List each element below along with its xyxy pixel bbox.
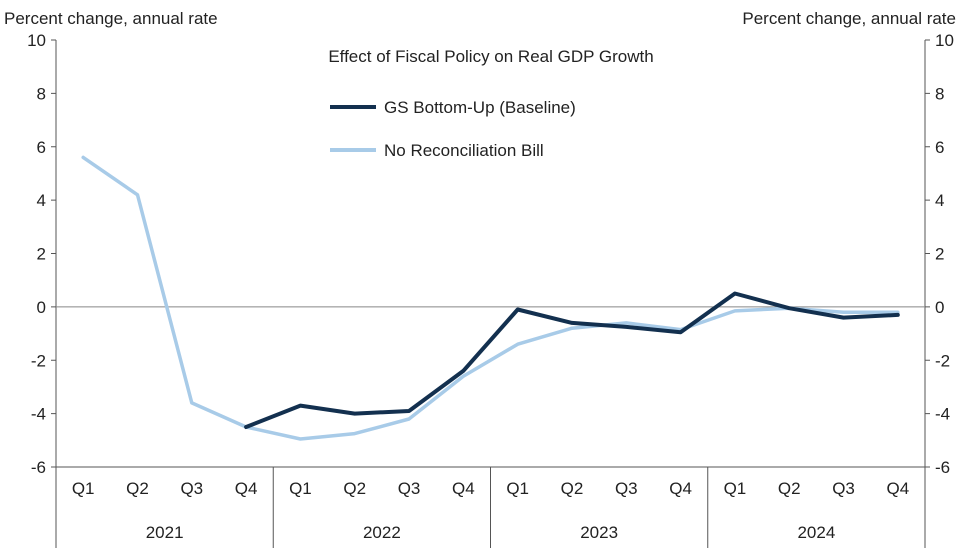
- y-tick-label-left: -4: [31, 405, 46, 424]
- y-tick-label-left: -2: [31, 351, 46, 370]
- x-tick-label-quarter: Q3: [615, 479, 638, 498]
- y-axis-label-left: Percent change, annual rate: [4, 9, 218, 28]
- x-tick-label-quarter: Q3: [180, 479, 203, 498]
- x-tick-label-quarter: Q4: [452, 479, 475, 498]
- y-tick-label-left: 4: [37, 191, 46, 210]
- series-line-baseline: [244, 291, 900, 429]
- y-tick-label-right: -2: [935, 351, 950, 370]
- y-tick-label-left: 8: [37, 84, 46, 103]
- chart-title: Effect of Fiscal Policy on Real GDP Grow…: [328, 47, 653, 66]
- y-tick-label-left: 10: [27, 31, 46, 50]
- legend: GS Bottom-Up (Baseline) No Reconciliatio…: [330, 98, 576, 160]
- y-tick-label-right: 10: [935, 31, 954, 50]
- series-line-no-reconciliation: [81, 155, 900, 441]
- x-tick-label-quarter: Q1: [506, 479, 529, 498]
- x-tick-label-quarter: Q2: [561, 479, 584, 498]
- x-tick-label-quarter: Q2: [343, 479, 366, 498]
- y-tick-label-right: -4: [935, 405, 950, 424]
- y-tick-label-right: 4: [935, 191, 944, 210]
- legend-label-baseline: GS Bottom-Up (Baseline): [384, 98, 576, 117]
- x-tick-label-year: 2021: [146, 523, 184, 542]
- y-tick-label-left: 0: [37, 298, 46, 317]
- y-tick-label-right: 0: [935, 298, 944, 317]
- x-tick-label-quarter: Q2: [126, 479, 149, 498]
- x-tick-label-quarter: Q3: [832, 479, 855, 498]
- x-tick-label-quarter: Q4: [887, 479, 910, 498]
- x-tick-label-year: 2022: [363, 523, 401, 542]
- x-tick-label-quarter: Q3: [398, 479, 421, 498]
- x-tick-label-quarter: Q4: [669, 479, 692, 498]
- axes: -6 -6 -4 -4 -2 -2 0 0 2 2 4 4 6 6 8 8 10 10: [27, 31, 954, 477]
- y-tick-label-right: -6: [935, 458, 950, 477]
- y-tick-label-right: 2: [935, 245, 944, 264]
- x-tick-label-year: 2024: [797, 523, 835, 542]
- x-tick-label-quarter: Q1: [72, 479, 95, 498]
- y-axis-label-right: Percent change, annual rate: [742, 9, 956, 28]
- y-tick-label-right: 8: [935, 84, 944, 103]
- legend-label-no-reconciliation: No Reconciliation Bill: [384, 141, 544, 160]
- y-tick-label-right: 6: [935, 138, 944, 157]
- x-tick-label-year: 2023: [580, 523, 618, 542]
- y-tick-label-left: 6: [37, 138, 46, 157]
- y-tick-label-left: -6: [31, 458, 46, 477]
- x-tick-label-quarter: Q1: [289, 479, 312, 498]
- x-axis: Q1 Q2 Q3 Q4 Q1 Q2 Q3 Q4 Q1 Q2 Q3 Q4 Q1 Q2 Q3 Q4 2021 2022…: [55, 466, 926, 548]
- series-group: [81, 155, 900, 441]
- y-tick-label-left: 2: [37, 245, 46, 264]
- x-tick-label-quarter: Q1: [724, 479, 747, 498]
- x-tick-label-quarter: Q2: [778, 479, 801, 498]
- x-tick-label-quarter: Q4: [235, 479, 258, 498]
